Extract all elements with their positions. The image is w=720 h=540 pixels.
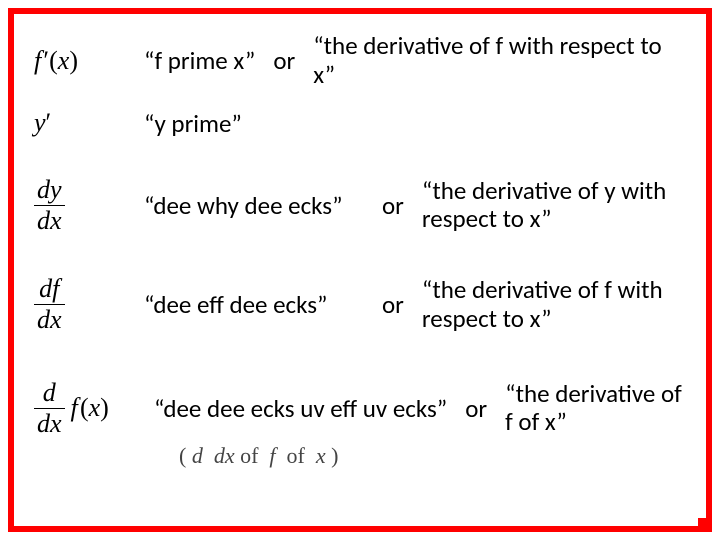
notation-dydx: dy dx [34, 177, 144, 234]
or-5: or [465, 393, 487, 424]
description-dfdx: “the derivative of f with respect to x” [422, 276, 686, 334]
or-4: or [382, 289, 404, 320]
description-fprime: “the derivative of f with respect to x” [313, 32, 686, 90]
row-dydx: dy dx “dee why dee ecks” or “the derivat… [34, 177, 686, 235]
description-ddx-fx: “the derivative of f of x” [505, 380, 686, 438]
notation-ddx-fx: d dx f (x) [34, 380, 154, 437]
pronunciation-ddx-fx: “dee dee ecks uv eff uv ecks” [154, 393, 447, 424]
notation-dfdx: df dx [34, 276, 144, 333]
notation-fprime-x: f ′(x) [34, 46, 144, 76]
pronunciation-dfdx: “dee eff dee ecks” [144, 289, 364, 320]
row-fprime: f ′(x) “f prime x” or “the derivative of… [34, 32, 686, 90]
or-3: or [382, 190, 404, 221]
pronunciation-dydx: “dee why dee ecks” [144, 190, 364, 221]
or-1: or [273, 45, 295, 76]
notation-yprime: y′ [34, 108, 144, 138]
corner-marker [698, 518, 708, 528]
pronunciation-yprime: “y prime” [144, 108, 242, 139]
slide-frame: f ′(x) “f prime x” or “the derivative of… [8, 8, 712, 532]
row-ddx-fx: d dx f (x) “dee dee ecks uv eff uv ecks”… [34, 380, 686, 438]
description-dydx: “the derivative of y with respect to x” [422, 177, 686, 235]
row-yprime: y′ “y prime” [34, 108, 686, 139]
pronunciation-fprime: “f prime x” [144, 45, 255, 76]
row-dfdx: df dx “dee eff dee ecks” or “the derivat… [34, 276, 686, 334]
sub-expression: ( d dx of f of x ) [179, 443, 686, 469]
